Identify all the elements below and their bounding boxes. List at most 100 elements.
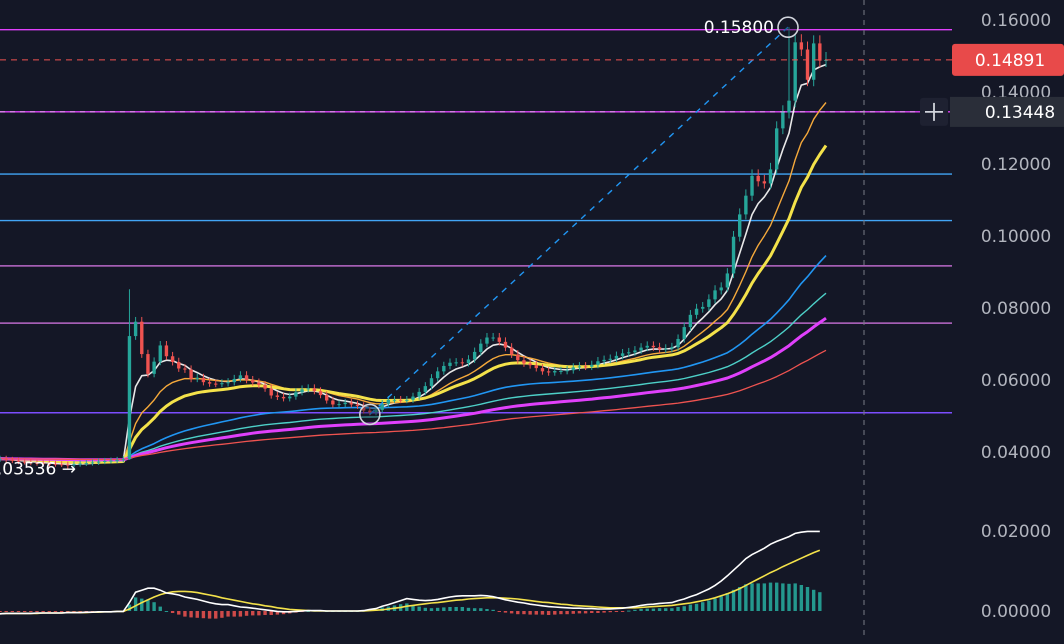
candle-121	[744, 189, 748, 220]
crosshair-plus-icon[interactable]	[920, 97, 948, 126]
low-marker-label: 0.03536 →	[0, 460, 76, 480]
candle-68	[417, 387, 421, 400]
macd-bar-83	[509, 611, 514, 614]
candle-8	[47, 460, 52, 467]
macd-bar-94	[577, 611, 582, 614]
candle-26	[158, 340, 162, 366]
candle-104	[639, 343, 643, 355]
candle-46	[281, 393, 286, 402]
candle-47	[288, 392, 292, 402]
macd-bar-89	[546, 611, 551, 615]
macd-bar-45	[275, 611, 280, 615]
candle-107	[657, 342, 662, 353]
trend-anchor-high[interactable]	[777, 16, 799, 39]
macd-bar-124	[762, 583, 767, 611]
candle-112	[688, 310, 693, 331]
candle-88	[540, 363, 545, 375]
candle-10	[59, 461, 64, 468]
macd-bar-6	[35, 611, 39, 612]
current-price-marker: 0.14891	[0, 43, 1064, 76]
price-crosshair: 0.13448	[0, 96, 1064, 127]
macd-bar-86	[528, 611, 532, 615]
candle-59	[361, 402, 366, 414]
candle-99	[608, 354, 612, 364]
macd-tick-0: 0.02000	[981, 522, 1051, 542]
macd-bar-102	[627, 610, 631, 612]
macd-bar-116	[713, 598, 717, 611]
current-price-tag	[952, 43, 1064, 76]
candle-27	[164, 340, 169, 360]
candle-58	[355, 400, 360, 409]
macd-bar-66	[405, 603, 409, 611]
candle-84	[516, 350, 520, 364]
candle-2	[10, 456, 15, 464]
macd-bar-99	[608, 611, 612, 613]
price-tick-3: 0.10000	[981, 227, 1051, 247]
candle-33	[201, 373, 206, 386]
candle-54	[331, 396, 335, 408]
current-price-label: 0.14891	[975, 51, 1045, 71]
macd-bar-77	[472, 608, 477, 611]
candle-20	[121, 456, 125, 463]
macd-bar-38	[232, 611, 236, 617]
macd-bar-84	[516, 611, 520, 615]
macd-bar-132	[811, 589, 816, 611]
candle-3	[16, 457, 21, 465]
candle-127	[781, 105, 785, 135]
candle-108	[664, 344, 668, 353]
macd-bar-125	[768, 582, 773, 611]
macd-bar-78	[479, 608, 483, 611]
macd-bar-82	[503, 611, 508, 613]
macd-bar-10	[59, 611, 64, 612]
macd-bar-97	[596, 611, 600, 613]
macd-tick-1: 0.00000	[981, 602, 1051, 622]
macd-bar-120	[738, 587, 742, 611]
candle-96	[590, 360, 594, 371]
crosshair-price-tag	[950, 96, 1064, 127]
macd-bar-0	[0, 611, 2, 612]
candle-120	[738, 208, 742, 242]
candle-34	[207, 378, 212, 387]
price-tick-0: 0.16000	[981, 11, 1051, 31]
macd-bar-28	[170, 611, 175, 613]
candle-98	[602, 355, 606, 365]
macd-bar-74	[454, 607, 458, 611]
candle-65	[398, 396, 403, 404]
macd-bar-8	[47, 611, 52, 612]
price-tick-4: 0.08000	[981, 299, 1051, 319]
candle-49	[300, 385, 304, 396]
macd-bar-12	[72, 611, 76, 612]
macd-bar-33	[201, 611, 206, 619]
macd-line	[0, 530, 820, 615]
macd-bar-113	[694, 603, 699, 611]
candles	[0, 27, 828, 469]
macd-bar-95	[583, 611, 588, 614]
candle-86	[528, 359, 532, 369]
price-tick-5: 0.06000	[981, 371, 1051, 391]
macd-bar-92	[565, 611, 569, 615]
drawings	[359, 16, 799, 426]
candle-97	[596, 357, 600, 369]
candle-14	[84, 460, 88, 466]
trend-anchor-low[interactable]	[359, 403, 381, 426]
ma-blue	[0, 255, 827, 462]
macd-bar-4	[22, 611, 27, 612]
price-tick-2: 0.12000	[981, 155, 1051, 175]
macd-bar-75	[460, 607, 465, 611]
candle-30	[183, 364, 187, 373]
candle-71	[435, 367, 440, 382]
candle-31	[189, 365, 193, 383]
candle-13	[78, 460, 82, 467]
candle-5	[29, 459, 33, 466]
macd-bar-43	[263, 611, 267, 615]
candle-78	[479, 339, 483, 356]
macd-bar-108	[664, 608, 668, 611]
macd-bar-24	[146, 599, 150, 611]
candle-101	[620, 349, 625, 360]
macd-bar-9	[53, 611, 58, 612]
macd-bar-21	[127, 604, 132, 611]
candle-9	[53, 460, 58, 467]
macd-bar-32	[195, 611, 199, 618]
